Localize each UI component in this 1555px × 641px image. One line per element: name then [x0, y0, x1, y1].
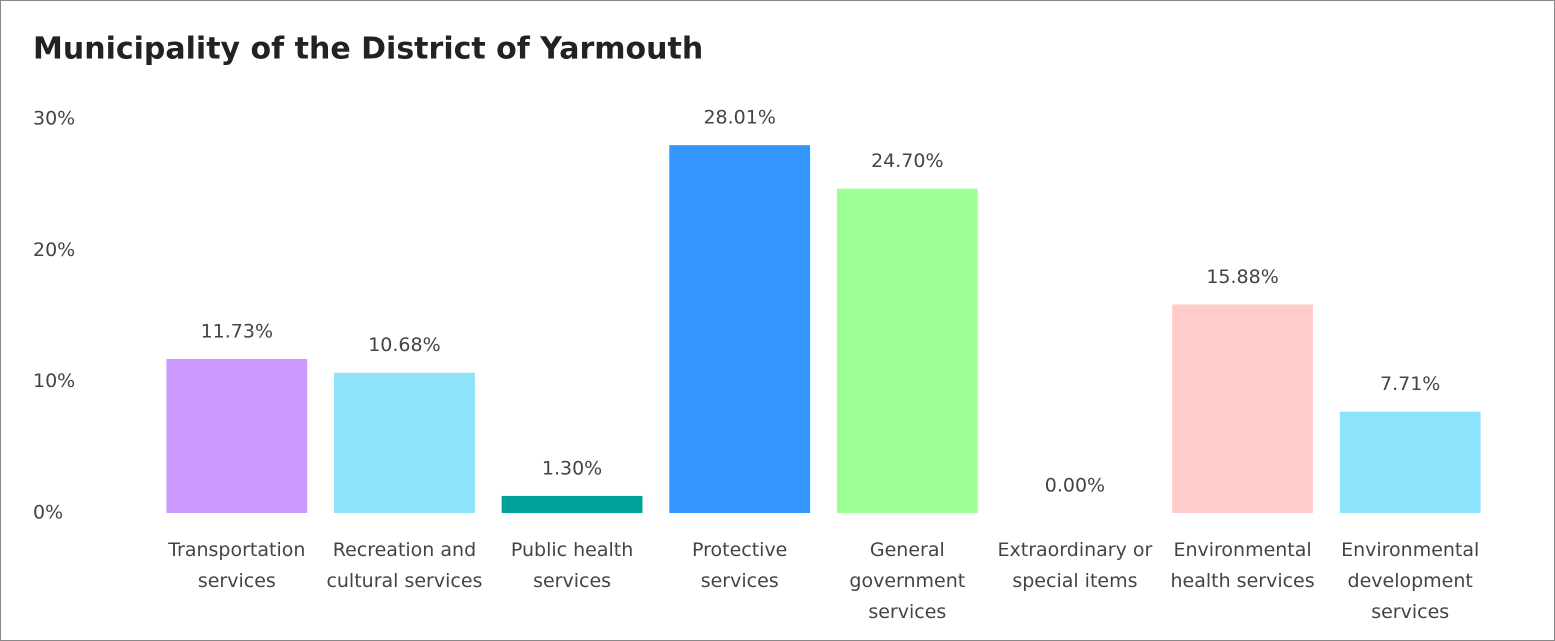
y-tick-label: 0% — [33, 502, 63, 524]
bar — [501, 495, 643, 513]
bar — [669, 145, 811, 514]
data-label: 7.71% — [1380, 373, 1440, 395]
bar — [836, 188, 978, 513]
data-label: 15.88% — [1206, 266, 1278, 288]
x-tick-label: Extraordinary or special items — [997, 539, 1153, 592]
x-tick-label: Environmental development services — [1341, 539, 1480, 623]
x-tick-label: General government services — [849, 539, 966, 623]
bar — [334, 372, 475, 513]
y-tick-label: 20% — [33, 239, 75, 261]
data-label: 24.70% — [871, 150, 943, 172]
y-tick-label: 10% — [33, 370, 75, 392]
x-tick-label: Recreation and cultural services — [326, 539, 483, 592]
bar — [1339, 411, 1481, 513]
chart-title: Municipality of the District of Yarmouth — [33, 32, 703, 67]
x-tick-label: Public health services — [510, 539, 634, 592]
data-label: 28.01% — [703, 107, 775, 129]
data-label: 0.00% — [1045, 475, 1105, 497]
bar — [166, 358, 308, 513]
x-tick-label: Transportation services — [168, 539, 306, 592]
x-tick-label: Environmental health services — [1170, 539, 1315, 592]
y-tick-label: 30% — [33, 108, 75, 130]
bar — [1172, 304, 1313, 513]
data-label: 10.68% — [368, 334, 440, 356]
data-label: 11.73% — [201, 320, 273, 342]
x-tick-label: Protective services — [691, 539, 788, 592]
data-label: 1.30% — [542, 457, 602, 479]
